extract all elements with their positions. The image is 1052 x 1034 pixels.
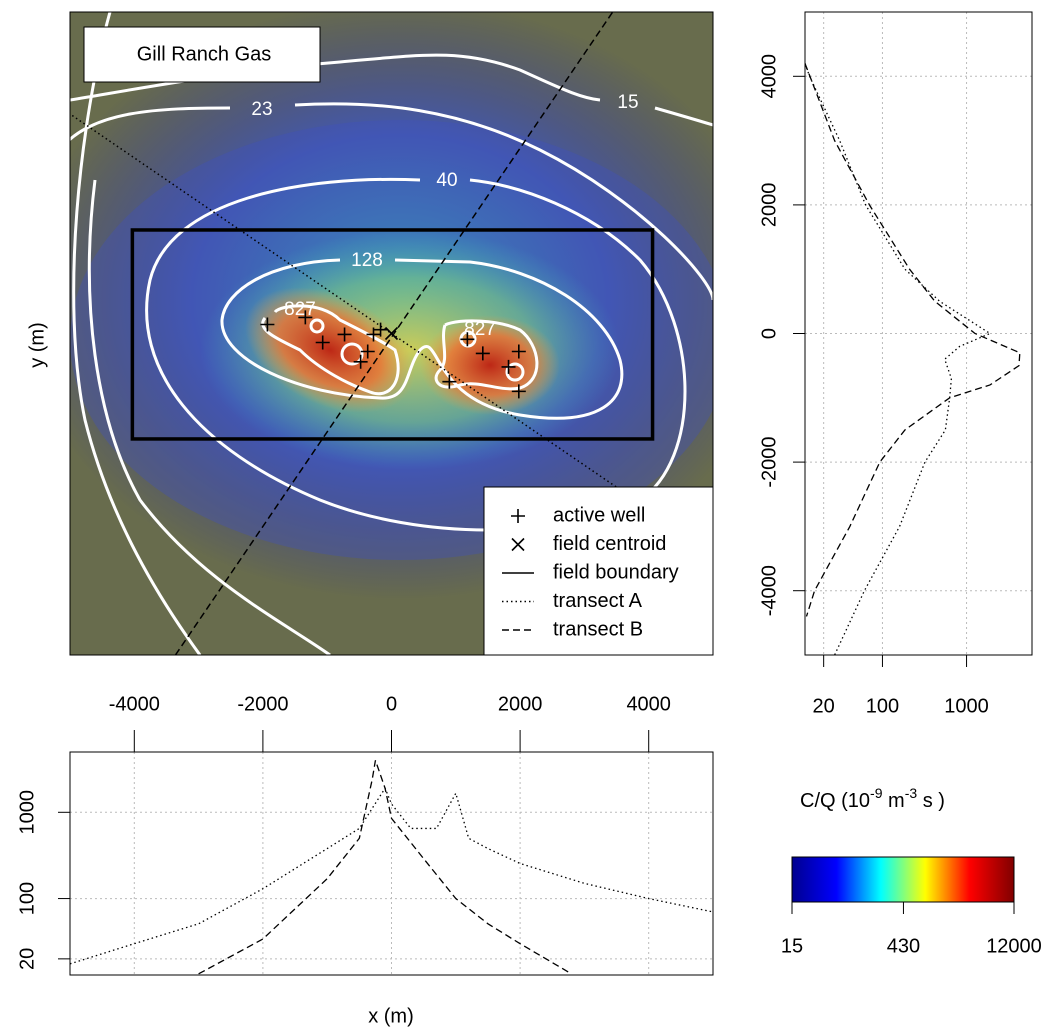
field-centroid (384, 326, 399, 341)
legend-symbol (511, 509, 525, 523)
x-tick-label: 0 (386, 693, 397, 715)
active-well (373, 322, 388, 337)
legend-label: transect B (553, 618, 643, 640)
contour-label: 40 (436, 170, 457, 191)
legend-label: field centroid (553, 533, 666, 555)
legend-label: active well (553, 504, 645, 526)
bottom-profile (70, 752, 713, 975)
active-well (475, 346, 490, 361)
x-tick-label: 4000 (626, 693, 671, 715)
active-well (442, 374, 457, 389)
field-boundary (130, 228, 655, 441)
label-superscript: -3 (905, 785, 918, 801)
y-axis-label: y (m) (26, 322, 48, 368)
transect (174, 12, 614, 655)
right-frame (804, 11, 1033, 656)
x-axis-label: x (m) (368, 1005, 414, 1027)
y-tick-label: 0 (758, 328, 780, 339)
colorbar (791, 856, 1015, 903)
map-frame (69, 11, 714, 656)
x-tick-label: 1000 (944, 695, 989, 717)
x-tick-label: -4000 (109, 693, 160, 715)
active-well (511, 384, 526, 399)
profile-line (198, 760, 572, 975)
active-well (337, 327, 352, 342)
x-tick-label: 100 (866, 695, 899, 717)
active-well (260, 317, 275, 332)
y-tick-label: -4000 (758, 565, 780, 616)
y-tick-label: 1000 (16, 790, 38, 835)
legend: active well field centroid field boundary t… (483, 486, 714, 656)
label-superscript: -9 (870, 785, 883, 801)
chart-title: Gill Ranch Gas (137, 43, 272, 65)
legend-label: transect A (553, 590, 643, 612)
contour-label: 128 (351, 250, 383, 271)
contour-label: 15 (617, 92, 638, 113)
profile-line (805, 63, 992, 655)
active-well (366, 327, 381, 342)
active-well (460, 332, 475, 347)
active-well (315, 335, 330, 350)
y-tick-label: 2000 (758, 183, 780, 228)
active-well (298, 310, 313, 325)
colorbar-label: C/Q (10-9 m-3 s ) (800, 785, 945, 813)
profile-line (805, 63, 1021, 617)
legend-label: field boundary (553, 561, 679, 583)
title-box (83, 26, 321, 83)
label-part: s ) (917, 790, 945, 812)
colorbar-tick-label: 15 (781, 935, 803, 957)
contour-label: 827 (284, 299, 316, 320)
right-profile (805, 12, 1032, 655)
colorbar-tick-label: 12000 (986, 935, 1042, 957)
active-well (501, 359, 516, 374)
active-well (511, 344, 526, 359)
y-tick-label: -2000 (758, 437, 780, 488)
legend-symbol (511, 537, 525, 552)
active-well (360, 344, 375, 359)
label-part: C/Q (10 (800, 790, 870, 812)
x-tick-label: -2000 (237, 693, 288, 715)
y-tick-label: 100 (16, 882, 38, 915)
label-part: m (882, 790, 904, 812)
y-tick-label: 4000 (758, 54, 780, 99)
transect (71, 114, 712, 553)
contour-label: 827 (464, 319, 496, 340)
active-well (353, 354, 368, 369)
x-tick-label: 20 (813, 695, 835, 717)
y-tick-label: 20 (16, 948, 38, 970)
map-overlay (71, 12, 712, 655)
contour-label: 23 (251, 99, 272, 120)
legend-box (483, 486, 714, 656)
x-tick-label: 2000 (498, 693, 543, 715)
colorbar-tick-label: 430 (887, 935, 920, 957)
